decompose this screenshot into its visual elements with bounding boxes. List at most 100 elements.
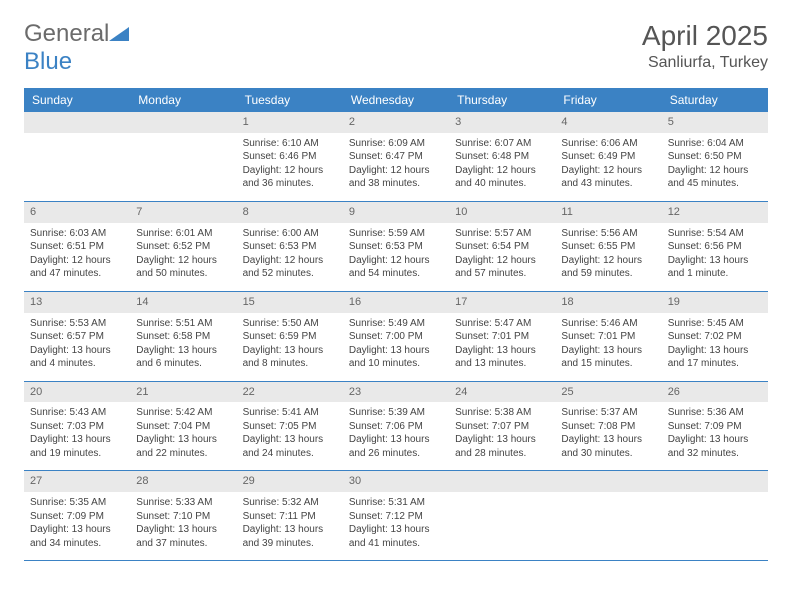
sunset-line: Sunset: 7:10 PM [136,510,230,524]
daylight-line: Daylight: 12 hours and 47 minutes. [30,254,124,281]
day-content: Sunrise: 5:43 AMSunset: 7:03 PMDaylight:… [24,402,130,470]
sunrise-line: Sunrise: 5:45 AM [668,317,762,331]
sunrise-line: Sunrise: 5:53 AM [30,317,124,331]
calendar-cell: 2Sunrise: 6:09 AMSunset: 6:47 PMDaylight… [343,112,449,201]
daylight-line: Daylight: 12 hours and 38 minutes. [349,164,443,191]
sunrise-line: Sunrise: 5:33 AM [136,496,230,510]
sunset-line: Sunset: 6:49 PM [561,150,655,164]
day-content: Sunrise: 5:49 AMSunset: 7:00 PMDaylight:… [343,313,449,381]
sunrise-line: Sunrise: 5:31 AM [349,496,443,510]
sunset-line: Sunset: 7:02 PM [668,330,762,344]
calendar-cell: 15Sunrise: 5:50 AMSunset: 6:59 PMDayligh… [237,291,343,381]
logo-text: GeneralBlue [24,20,129,76]
calendar-row: 1Sunrise: 6:10 AMSunset: 6:46 PMDaylight… [24,112,768,201]
daylight-line: Daylight: 13 hours and 13 minutes. [455,344,549,371]
sunrise-line: Sunrise: 5:43 AM [30,406,124,420]
day-content: Sunrise: 5:50 AMSunset: 6:59 PMDaylight:… [237,313,343,381]
weekday-header: Thursday [449,88,555,112]
daylight-line: Daylight: 12 hours and 50 minutes. [136,254,230,281]
logo-triangle-icon [109,20,129,48]
daylight-line: Daylight: 13 hours and 6 minutes. [136,344,230,371]
sunset-line: Sunset: 6:53 PM [243,240,337,254]
day-number: 7 [130,202,236,223]
calendar-cell: 21Sunrise: 5:42 AMSunset: 7:04 PMDayligh… [130,381,236,471]
sunrise-line: Sunrise: 5:51 AM [136,317,230,331]
sunrise-line: Sunrise: 6:04 AM [668,137,762,151]
day-number: 8 [237,202,343,223]
day-number: 30 [343,471,449,492]
calendar-row: 20Sunrise: 5:43 AMSunset: 7:03 PMDayligh… [24,381,768,471]
day-number: 17 [449,292,555,313]
calendar-cell [449,471,555,561]
day-content: Sunrise: 5:32 AMSunset: 7:11 PMDaylight:… [237,492,343,560]
calendar-cell: 7 Sunrise: 6:01 AMSunset: 6:52 PMDaylight… [130,201,236,291]
sunset-line: Sunset: 7:03 PM [30,420,124,434]
sunrise-line: Sunrise: 6:01 AM [136,227,230,241]
day-content: Sunrise: 5:31 AMSunset: 7:12 PMDaylight:… [343,492,449,560]
day-content: Sunrise: 5:59 AMSunset: 6:53 PMDaylight:… [343,223,449,291]
calendar-cell [555,471,661,561]
sunrise-line: Sunrise: 5:32 AM [243,496,337,510]
title-block: April 2025 Sanliurfa, Turkey [642,20,768,72]
sunrise-line: Sunrise: 5:36 AM [668,406,762,420]
weekday-header: Monday [130,88,236,112]
day-number: 4 [555,112,661,133]
sunrise-line: Sunrise: 5:38 AM [455,406,549,420]
day-content: Sunrise: 5:54 AMSunset: 6:56 PMDaylight:… [662,223,768,291]
daylight-line: Daylight: 12 hours and 43 minutes. [561,164,655,191]
day-number: 25 [555,382,661,403]
calendar-cell: 5Sunrise: 6:04 AMSunset: 6:50 PMDaylight… [662,112,768,201]
sunrise-line: Sunrise: 6:10 AM [243,137,337,151]
sunrise-line: Sunrise: 5:47 AM [455,317,549,331]
day-content [24,133,130,199]
day-number [555,471,661,492]
day-content: Sunrise: 5:33 AMSunset: 7:10 PMDaylight:… [130,492,236,560]
sunset-line: Sunset: 6:55 PM [561,240,655,254]
calendar-body: 1Sunrise: 6:10 AMSunset: 6:46 PMDaylight… [24,112,768,561]
sunset-line: Sunset: 6:59 PM [243,330,337,344]
day-content: Sunrise: 6:09 AMSunset: 6:47 PMDaylight:… [343,133,449,201]
daylight-line: Daylight: 12 hours and 59 minutes. [561,254,655,281]
day-content: Sunrise: 5:45 AMSunset: 7:02 PMDaylight:… [662,313,768,381]
sunrise-line: Sunrise: 5:41 AM [243,406,337,420]
day-content: Sunrise: 6:00 AMSunset: 6:53 PMDaylight:… [237,223,343,291]
sunset-line: Sunset: 6:46 PM [243,150,337,164]
calendar-row: 27Sunrise: 5:35 AMSunset: 7:09 PMDayligh… [24,471,768,561]
day-number: 16 [343,292,449,313]
day-content: Sunrise: 6:10 AMSunset: 6:46 PMDaylight:… [237,133,343,201]
calendar-cell: 18Sunrise: 5:46 AMSunset: 7:01 PMDayligh… [555,291,661,381]
day-content: Sunrise: 6:06 AMSunset: 6:49 PMDaylight:… [555,133,661,201]
day-content [555,492,661,558]
calendar-cell: 28Sunrise: 5:33 AMSunset: 7:10 PMDayligh… [130,471,236,561]
day-number: 11 [555,202,661,223]
day-content: Sunrise: 5:36 AMSunset: 7:09 PMDaylight:… [662,402,768,470]
daylight-line: Daylight: 13 hours and 10 minutes. [349,344,443,371]
sunrise-line: Sunrise: 5:39 AM [349,406,443,420]
day-number: 28 [130,471,236,492]
day-number [662,471,768,492]
day-number: 20 [24,382,130,403]
calendar-cell: 3Sunrise: 6:07 AMSunset: 6:48 PMDaylight… [449,112,555,201]
daylight-line: Daylight: 12 hours and 52 minutes. [243,254,337,281]
sunset-line: Sunset: 6:53 PM [349,240,443,254]
day-content: Sunrise: 5:53 AMSunset: 6:57 PMDaylight:… [24,313,130,381]
day-number: 10 [449,202,555,223]
logo-part2: Blue [24,48,72,75]
daylight-line: Daylight: 13 hours and 30 minutes. [561,433,655,460]
day-content: Sunrise: 6:03 AMSunset: 6:51 PMDaylight:… [24,223,130,291]
header: GeneralBlue April 2025 Sanliurfa, Turkey [24,20,768,76]
sunset-line: Sunset: 6:52 PM [136,240,230,254]
daylight-line: Daylight: 13 hours and 26 minutes. [349,433,443,460]
weekday-header: Tuesday [237,88,343,112]
calendar-cell: 1Sunrise: 6:10 AMSunset: 6:46 PMDaylight… [237,112,343,201]
daylight-line: Daylight: 13 hours and 24 minutes. [243,433,337,460]
day-content: Sunrise: 5:37 AMSunset: 7:08 PMDaylight:… [555,402,661,470]
daylight-line: Daylight: 13 hours and 1 minute. [668,254,762,281]
daylight-line: Daylight: 13 hours and 32 minutes. [668,433,762,460]
calendar-cell: 16Sunrise: 5:49 AMSunset: 7:00 PMDayligh… [343,291,449,381]
sunset-line: Sunset: 7:09 PM [30,510,124,524]
sunset-line: Sunset: 6:54 PM [455,240,549,254]
day-content: Sunrise: 5:46 AMSunset: 7:01 PMDaylight:… [555,313,661,381]
day-content: Sunrise: 5:51 AMSunset: 6:58 PMDaylight:… [130,313,236,381]
calendar-cell: 13Sunrise: 5:53 AMSunset: 6:57 PMDayligh… [24,291,130,381]
